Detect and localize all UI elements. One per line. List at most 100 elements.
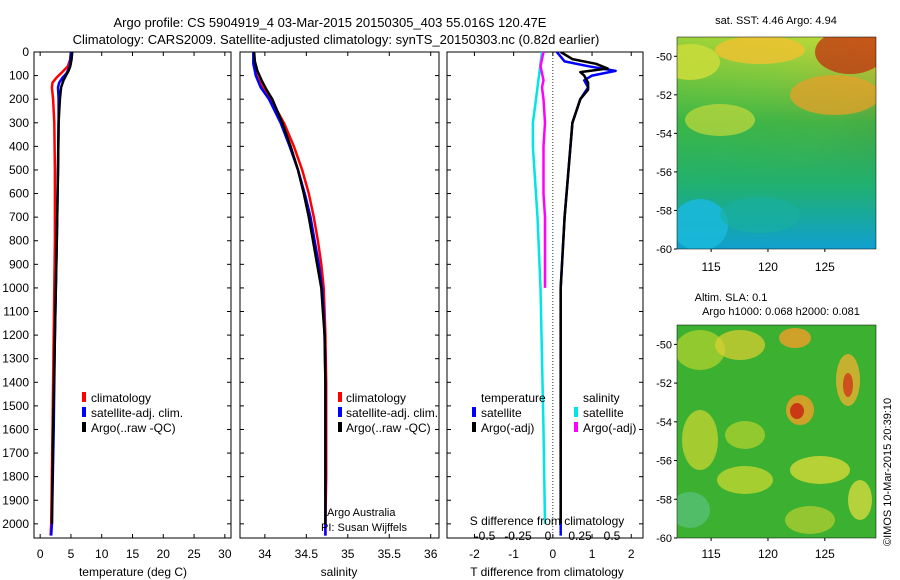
s-diff-tick-label: 0 — [545, 529, 552, 543]
map-lon-label: 120 — [758, 260, 778, 274]
difference-legend-salinity: salinity satellite Argo(-adj) — [574, 391, 636, 435]
sst-map-frame — [676, 36, 877, 250]
series-line-temperature-satellite — [555, 52, 617, 536]
depth-tick-label: 1100 — [3, 305, 29, 319]
map-lat-label: -58 — [656, 494, 672, 506]
depth-tick-label: 1500 — [2, 399, 29, 413]
credit-text: ©IMOS 10-Mar-2015 20:39:10 — [882, 398, 894, 546]
series-line-salinity-argo-adj — [539, 52, 547, 288]
legend-label-climatology: climatology — [91, 391, 151, 405]
series-line-satellite-adj-clim — [252, 52, 327, 536]
legend-label-argo: Argo(-adj) — [481, 421, 534, 435]
sla-map-title-line2: Argo h1000: 0.068 h2000: 0.081 — [702, 306, 860, 318]
depth-tick-label: 1200 — [2, 328, 29, 342]
x-tick-label: 2 — [628, 547, 635, 561]
legend-swatch-climatology — [82, 392, 86, 402]
map-lat-label: -52 — [656, 90, 672, 102]
legend-swatch-argo — [82, 422, 86, 432]
series-group — [49, 52, 617, 538]
figure-title-line2: Climatology: CARS2009. Satellite-adjuste… — [73, 32, 600, 47]
salinity-panel-frame — [239, 51, 440, 539]
t-difference-axis-label: T difference from climatology — [470, 565, 624, 579]
legend-label-satellite: satellite-adj. clim. — [346, 406, 438, 420]
axes-ticks-group: 0100200300400500600700800900100011001200… — [2, 45, 643, 561]
depth-tick-label: 500 — [9, 163, 29, 177]
map-lat-label: -60 — [656, 244, 672, 256]
s-diff-tick-label: 0.25 — [568, 529, 592, 543]
annotation-pi-name: PI: Susan Wijffels — [321, 522, 407, 534]
map-lon-label: 125 — [815, 260, 835, 274]
x-tick-label: -2 — [469, 547, 480, 561]
depth-tick-label: 400 — [9, 139, 29, 153]
legend-title-salinity: salinity — [583, 391, 620, 405]
s-difference-axis-label: S difference from climatology — [470, 514, 625, 528]
x-tick-label: 36 — [424, 547, 438, 561]
legend-label-satellite: satellite — [583, 406, 624, 420]
depth-tick-label: 900 — [9, 257, 29, 271]
depth-tick-label: 800 — [9, 234, 29, 248]
legend-swatch-satellite — [82, 407, 86, 417]
temperature-panel-frame — [33, 51, 232, 539]
depth-tick-label: 2000 — [2, 517, 29, 531]
map-lat-label: -56 — [656, 167, 672, 179]
depth-tick-label: 100 — [9, 69, 29, 83]
map-lat-label: -50 — [656, 339, 672, 351]
map-lat-label: -50 — [656, 51, 672, 63]
sla-map-axes: -50 -52 -54 -56 -58 -60 115 120 125 — [656, 339, 835, 561]
x-tick-label: 34 — [258, 547, 272, 561]
salinity-axis-label: salinity — [321, 565, 358, 579]
annotation-argo-australia: Argo Australia — [327, 507, 396, 519]
map-lat-label: -54 — [656, 128, 672, 140]
figure-title-line1: Argo profile: CS 5904919_4 03-Mar-2015 2… — [114, 15, 547, 30]
x-tick-label: 0 — [37, 547, 44, 561]
sla-map-image — [677, 325, 876, 538]
map-lon-label: 120 — [758, 547, 778, 561]
salinity-legend: climatology satellite-adj. clim. Argo(..… — [338, 391, 438, 435]
legend-title-temperature: temperature — [481, 391, 546, 405]
x-tick-label: 25 — [187, 547, 201, 561]
x-tick-label: 10 — [95, 547, 109, 561]
legend-label-argo: Argo(-adj) — [583, 421, 636, 435]
depth-tick-label: 1800 — [2, 470, 29, 484]
depth-tick-label: 200 — [9, 92, 29, 106]
x-tick-label: 20 — [157, 547, 171, 561]
difference-legend-temperature: temperature satellite Argo(-adj) — [472, 391, 546, 435]
x-tick-label: 5 — [68, 547, 75, 561]
x-tick-label: 0 — [549, 547, 556, 561]
legend-label-climatology: climatology — [346, 391, 406, 405]
legend-label-argo: Argo(..raw -QC) — [91, 421, 176, 435]
legend-label-argo: Argo(..raw -QC) — [346, 421, 431, 435]
map-lat-label: -60 — [656, 533, 672, 545]
s-diff-tick-label: -0.5 — [475, 529, 496, 543]
temperature-legend: climatology satellite-adj. clim. Argo(..… — [82, 391, 183, 435]
map-lat-label: -56 — [656, 456, 672, 468]
legend-swatch-satellite — [574, 407, 578, 417]
depth-tick-label: 1900 — [2, 493, 29, 507]
x-tick-label: 30 — [218, 547, 232, 561]
sst-map-axes: -50 -52 -54 -56 -58 -60 115 120 125 — [656, 51, 835, 274]
legend-swatch-satellite — [472, 407, 476, 417]
x-tick-label: 35.5 — [378, 547, 402, 561]
series-line-climatology — [252, 52, 328, 536]
depth-tick-label: 700 — [9, 210, 29, 224]
legend-swatch-argo — [338, 422, 342, 432]
depth-tick-label: 1600 — [2, 422, 29, 436]
depth-tick-label: 1000 — [2, 281, 29, 295]
x-tick-label: 1 — [589, 547, 596, 561]
x-tick-label: 15 — [126, 547, 140, 561]
map-lat-label: -52 — [656, 378, 672, 390]
series-line-temperature-argo-adj — [559, 52, 609, 524]
legend-label-satellite: satellite — [481, 406, 522, 420]
depth-tick-label: 0 — [22, 45, 29, 59]
sla-map-frame — [676, 324, 877, 539]
legend-label-satellite: satellite-adj. clim. — [91, 406, 183, 420]
sst-map-title: sat. SST: 4.46 Argo: 4.94 — [715, 15, 837, 27]
series-line-salinity-satellite — [531, 52, 547, 524]
x-tick-label: 35 — [341, 547, 355, 561]
legend-swatch-argo — [472, 422, 476, 432]
legend-swatch-satellite — [338, 407, 342, 417]
depth-tick-label: 300 — [9, 116, 29, 130]
map-lon-label: 115 — [702, 547, 721, 561]
map-lat-label: -54 — [656, 417, 672, 429]
